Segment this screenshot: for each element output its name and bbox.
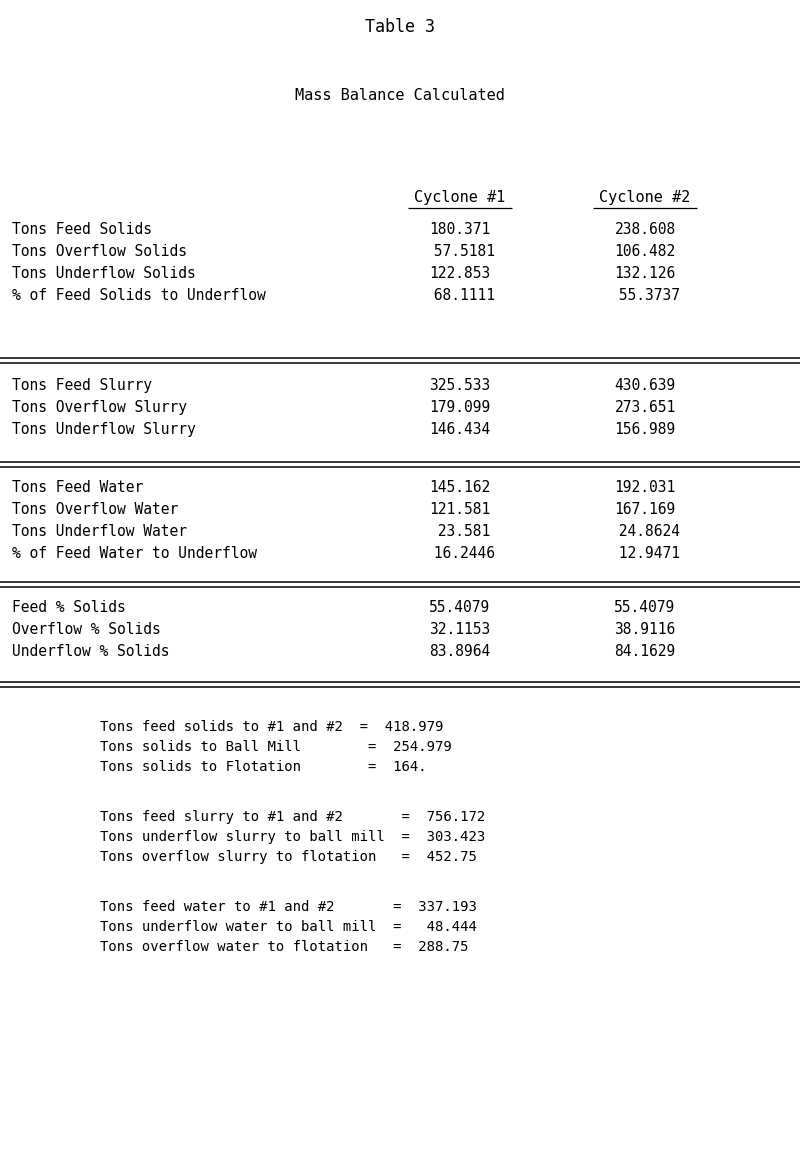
Text: 325.533: 325.533 [430, 378, 490, 393]
Text: Mass Balance Calculated: Mass Balance Calculated [295, 88, 505, 103]
Text: 273.651: 273.651 [614, 400, 676, 415]
Text: 68.1111: 68.1111 [425, 288, 495, 303]
Text: Underflow % Solids: Underflow % Solids [12, 644, 170, 659]
Text: Feed % Solids: Feed % Solids [12, 600, 126, 615]
Text: 24.8624: 24.8624 [610, 524, 680, 539]
Text: Tons Overflow Water: Tons Overflow Water [12, 502, 178, 517]
Text: 32.1153: 32.1153 [430, 622, 490, 637]
Text: Cyclone #2: Cyclone #2 [599, 190, 690, 205]
Text: 57.5181: 57.5181 [425, 244, 495, 259]
Text: Tons solids to Ball Mill        =  254.979: Tons solids to Ball Mill = 254.979 [100, 740, 452, 754]
Text: Tons Underflow Water: Tons Underflow Water [12, 524, 187, 539]
Text: Tons Underflow Slurry: Tons Underflow Slurry [12, 422, 196, 436]
Text: 192.031: 192.031 [614, 480, 676, 495]
Text: Tons feed solids to #1 and #2  =  418.979: Tons feed solids to #1 and #2 = 418.979 [100, 720, 443, 734]
Text: Tons Underflow Solids: Tons Underflow Solids [12, 266, 196, 281]
Text: 55.4079: 55.4079 [614, 600, 676, 615]
Text: Tons solids to Flotation        =  164.: Tons solids to Flotation = 164. [100, 760, 426, 774]
Text: 179.099: 179.099 [430, 400, 490, 415]
Text: Tons Feed Water: Tons Feed Water [12, 480, 143, 495]
Text: 122.853: 122.853 [430, 266, 490, 281]
Text: Tons underflow water to ball mill  =   48.444: Tons underflow water to ball mill = 48.4… [100, 920, 477, 934]
Text: 132.126: 132.126 [614, 266, 676, 281]
Text: Tons overflow water to flotation   =  288.75: Tons overflow water to flotation = 288.7… [100, 939, 469, 953]
Text: 167.169: 167.169 [614, 502, 676, 517]
Text: Tons Feed Solids: Tons Feed Solids [12, 222, 152, 237]
Text: Tons overflow slurry to flotation   =  452.75: Tons overflow slurry to flotation = 452.… [100, 850, 477, 864]
Text: % of Feed Solids to Underflow: % of Feed Solids to Underflow [12, 288, 266, 303]
Text: % of Feed Water to Underflow: % of Feed Water to Underflow [12, 546, 257, 561]
Text: 145.162: 145.162 [430, 480, 490, 495]
Text: 180.371: 180.371 [430, 222, 490, 237]
Text: Tons feed slurry to #1 and #2       =  756.172: Tons feed slurry to #1 and #2 = 756.172 [100, 810, 486, 824]
Text: 106.482: 106.482 [614, 244, 676, 259]
Text: 12.9471: 12.9471 [610, 546, 680, 561]
Text: Tons feed water to #1 and #2       =  337.193: Tons feed water to #1 and #2 = 337.193 [100, 900, 477, 914]
Text: 38.9116: 38.9116 [614, 622, 676, 637]
Text: Tons Overflow Solids: Tons Overflow Solids [12, 244, 187, 259]
Text: 238.608: 238.608 [614, 222, 676, 237]
Text: 55.4079: 55.4079 [430, 600, 490, 615]
Text: 156.989: 156.989 [614, 422, 676, 436]
Text: 146.434: 146.434 [430, 422, 490, 436]
Text: 23.581: 23.581 [430, 524, 490, 539]
Text: Tons Feed Slurry: Tons Feed Slurry [12, 378, 152, 393]
Text: Tons underflow slurry to ball mill  =  303.423: Tons underflow slurry to ball mill = 303… [100, 830, 486, 844]
Text: Overflow % Solids: Overflow % Solids [12, 622, 161, 637]
Text: 83.8964: 83.8964 [430, 644, 490, 659]
Text: Cyclone #1: Cyclone #1 [414, 190, 506, 205]
Text: Table 3: Table 3 [365, 18, 435, 36]
Text: 84.1629: 84.1629 [614, 644, 676, 659]
Text: 16.2446: 16.2446 [425, 546, 495, 561]
Text: 121.581: 121.581 [430, 502, 490, 517]
Text: 430.639: 430.639 [614, 378, 676, 393]
Text: 55.3737: 55.3737 [610, 288, 680, 303]
Text: Tons Overflow Slurry: Tons Overflow Slurry [12, 400, 187, 415]
